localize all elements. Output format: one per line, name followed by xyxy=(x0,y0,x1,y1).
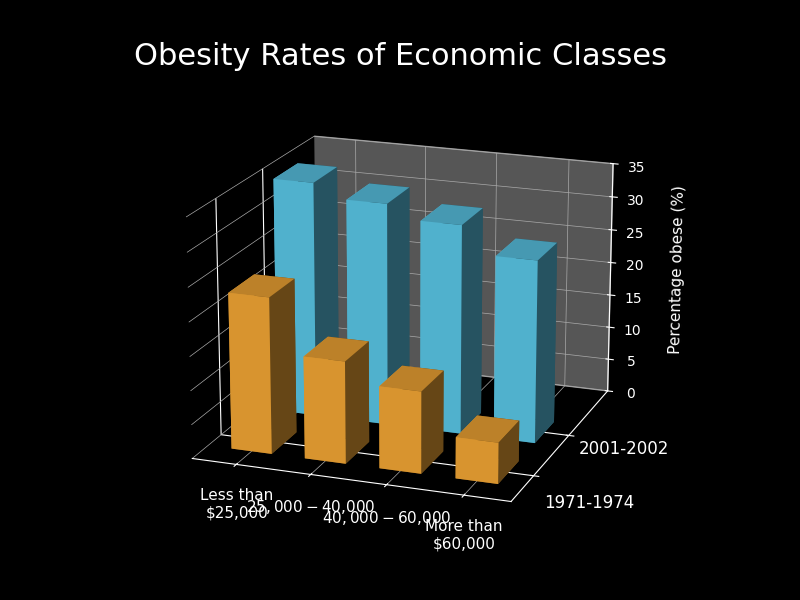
Text: Obesity Rates of Economic Classes: Obesity Rates of Economic Classes xyxy=(134,42,666,71)
